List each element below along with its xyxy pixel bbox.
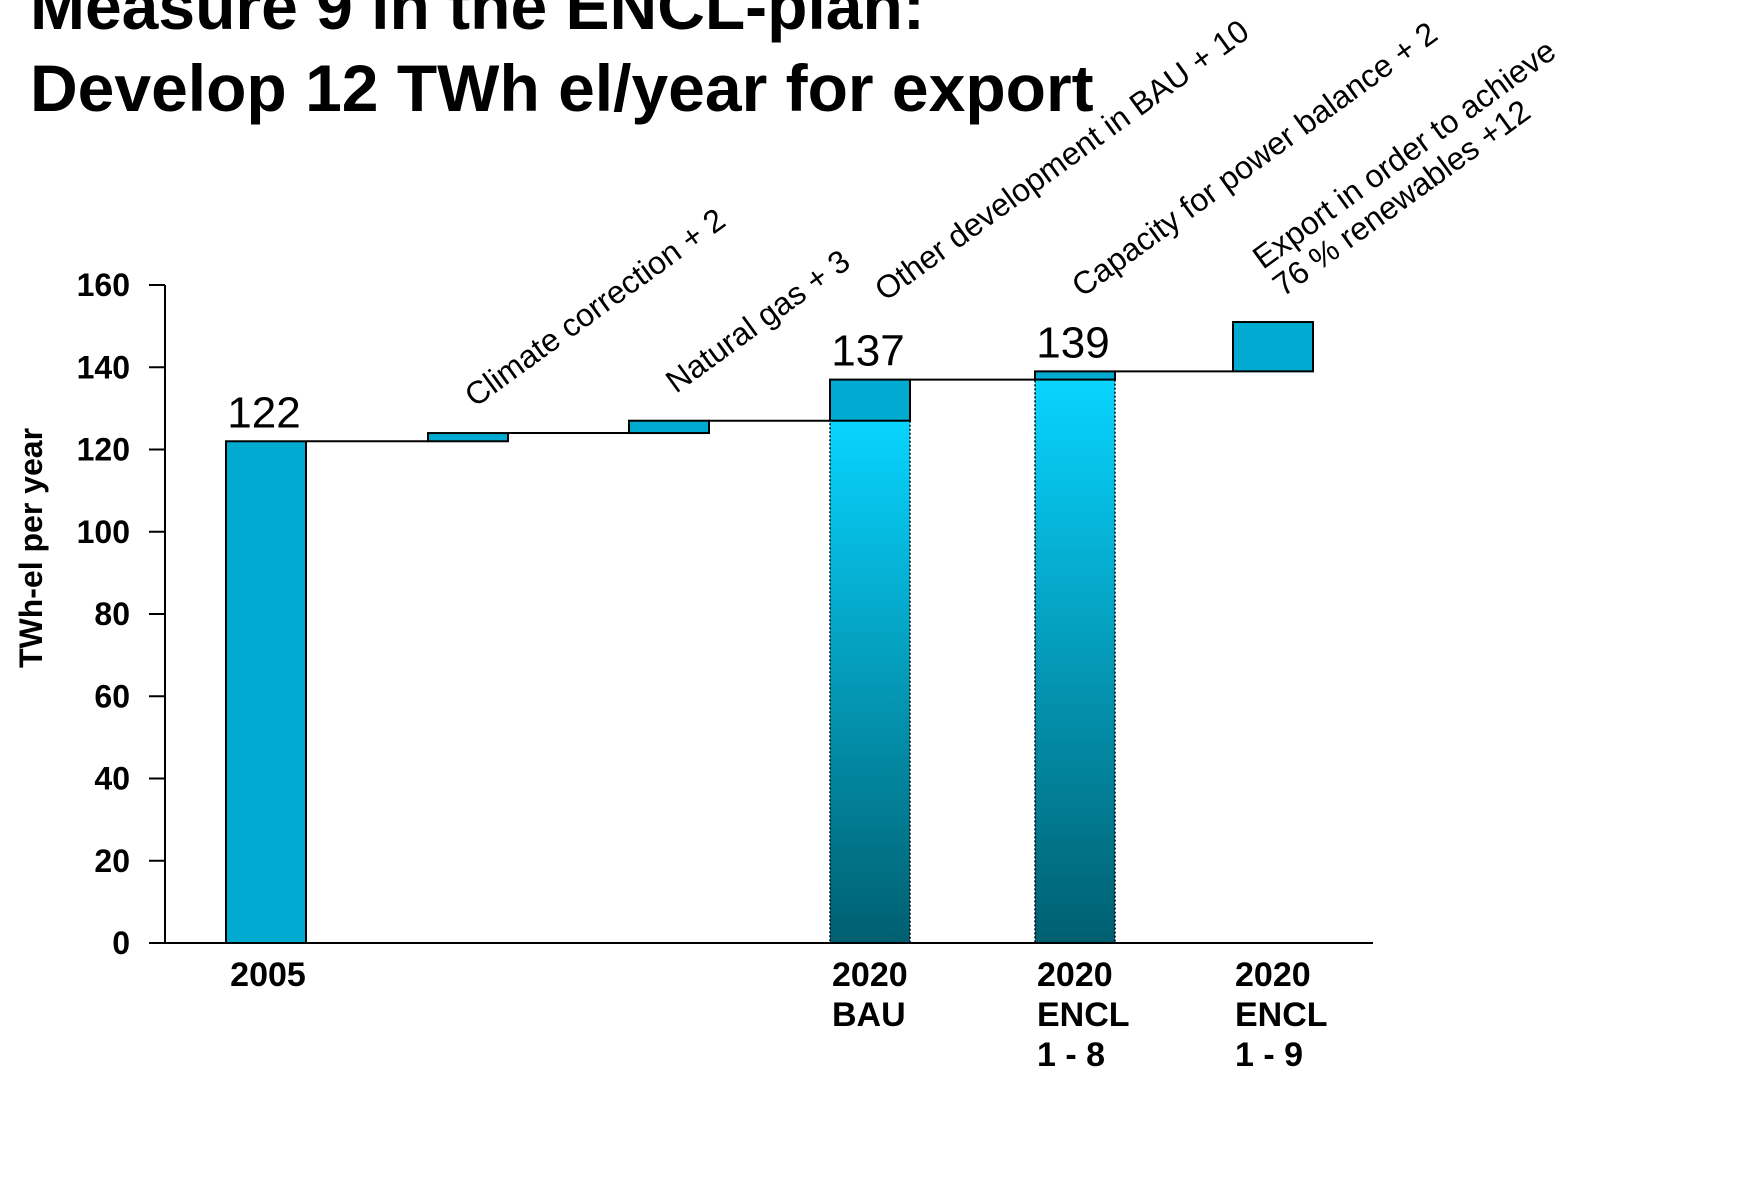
- step-annotation: Natural gas + 3: [659, 242, 856, 399]
- y-axis-label: TWh-el per year: [13, 428, 49, 668]
- category-label: 2020: [832, 956, 908, 994]
- category-label: 2005: [230, 956, 306, 994]
- step-bar: [427, 432, 509, 443]
- total-bar: [1034, 378, 1116, 944]
- total-bar: [225, 440, 307, 944]
- annotation-line: Other development in BAU + 10: [868, 12, 1255, 307]
- category-label: 1 - 8: [1037, 1036, 1105, 1074]
- y-tick-label: 100: [77, 514, 130, 550]
- increment-bar: [829, 378, 911, 422]
- page-title-line-1: Measure 9 in the ENCL-plan:: [30, 0, 925, 43]
- y-tick-label: 120: [77, 432, 130, 468]
- category-label: 2020: [1037, 956, 1113, 994]
- data-label: 122: [227, 388, 300, 437]
- y-tick-label: 160: [77, 267, 130, 303]
- category-label: 1 - 9: [1235, 1036, 1303, 1074]
- annotation-line: Natural gas + 3: [659, 242, 856, 399]
- page-title-line-2: Develop 12 TWh el/year for export: [30, 51, 1094, 125]
- y-tick-label: 80: [94, 596, 130, 632]
- step-annotation: Other development in BAU + 10: [868, 12, 1255, 307]
- y-tick-label: 140: [77, 349, 130, 385]
- data-label: 137: [831, 327, 904, 376]
- category-label: ENCL: [1235, 996, 1328, 1034]
- data-label: 139: [1036, 318, 1109, 367]
- category-label: BAU: [832, 996, 906, 1034]
- category-label: ENCL: [1037, 996, 1130, 1034]
- y-tick-label: 0: [112, 925, 130, 961]
- step-bar: [628, 419, 710, 435]
- total-bar: [829, 419, 911, 944]
- y-tick-label: 40: [94, 761, 130, 797]
- category-label: 2020: [1235, 956, 1311, 994]
- total-bar: [1232, 321, 1314, 373]
- y-tick-label: 60: [94, 678, 130, 714]
- step-annotation: Export in order to achieve76 % renewable…: [1246, 32, 1582, 303]
- increment-bar: [1034, 370, 1116, 381]
- y-tick-label: 20: [94, 843, 130, 879]
